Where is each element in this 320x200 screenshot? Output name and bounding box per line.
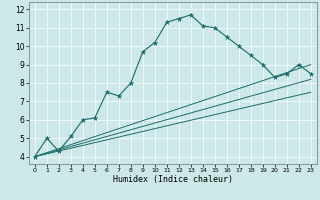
X-axis label: Humidex (Indice chaleur): Humidex (Indice chaleur) [113,175,233,184]
